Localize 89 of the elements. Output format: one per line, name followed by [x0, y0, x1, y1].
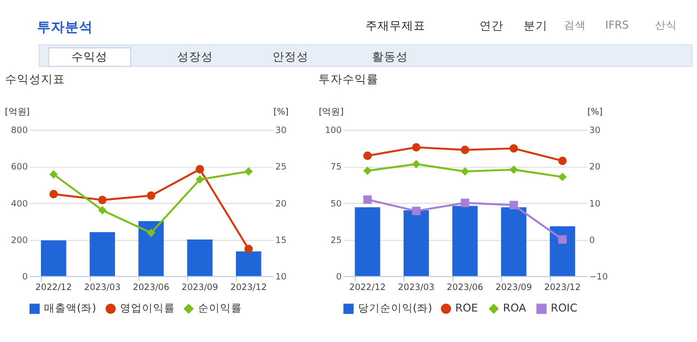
legend-label: 영업이익률	[120, 302, 175, 315]
bar	[138, 221, 164, 276]
y2-tick-label: 15	[275, 236, 287, 246]
point	[460, 198, 470, 208]
y2-tick-label: 20	[275, 199, 287, 210]
point	[412, 143, 420, 152]
x-tick-label: 2023/12	[544, 283, 581, 294]
legend-label: ROIC	[550, 302, 578, 315]
point	[244, 167, 253, 176]
bar	[40, 240, 66, 276]
legend-label: 매출액(좌)	[44, 302, 96, 315]
y2-tick-label: 30	[275, 126, 287, 136]
point	[460, 167, 470, 176]
y-tick-label: 600	[11, 162, 28, 173]
x-tick-label: 2023/06	[132, 283, 170, 294]
text: 산식	[654, 18, 677, 32]
bar	[354, 207, 380, 276]
bar	[187, 239, 213, 276]
y2-tick-label: 30	[589, 126, 600, 136]
x-tick-label: 2023/06	[446, 283, 484, 294]
point	[196, 175, 204, 184]
legend-label: 순이익률	[198, 302, 242, 315]
bar	[404, 210, 429, 276]
text: 성장성	[176, 50, 213, 64]
y-tick-label: 200	[11, 236, 28, 246]
legend-label: ROE	[455, 302, 478, 315]
text: 검색	[564, 18, 586, 32]
point	[146, 191, 156, 200]
bar	[236, 251, 262, 276]
point	[510, 200, 518, 210]
legend-label: 당기순이익(좌)	[358, 302, 432, 315]
text: 분기	[523, 18, 548, 32]
point	[98, 196, 107, 204]
text: 투자분석	[37, 19, 94, 36]
text: 수익성	[72, 50, 108, 64]
y-tick-label: 100	[324, 126, 342, 136]
text: 활동성	[372, 50, 408, 64]
y-tick-label: 25	[330, 236, 342, 246]
y2-tick-label: 20	[589, 162, 600, 173]
x-tick-label: 2022/12	[35, 283, 72, 294]
point	[510, 144, 518, 153]
point	[196, 165, 204, 174]
point	[412, 160, 420, 168]
chart-title: 투자수익률	[318, 72, 379, 86]
bar	[90, 232, 116, 276]
y2-tick-label: 10	[275, 272, 287, 282]
point	[363, 195, 372, 204]
y2-tick-label: 10	[589, 199, 600, 210]
y-tick-label: 400	[11, 199, 28, 210]
y2-tick-label: 25	[275, 162, 287, 173]
x-tick-label: 2023/03	[84, 283, 121, 294]
y-tick-label: 800	[11, 126, 28, 136]
bar	[452, 206, 478, 276]
point	[363, 152, 372, 160]
x-tick-label: 2022/12	[349, 283, 386, 294]
legend-label: ROA	[503, 302, 527, 315]
point	[146, 228, 156, 238]
bar	[501, 207, 526, 276]
text: 연간	[480, 18, 504, 32]
y2-axis-title: [%]	[587, 108, 603, 118]
point	[558, 172, 567, 182]
y-tick-label: 0	[22, 272, 28, 282]
text: IFRS	[605, 18, 630, 32]
chart-title: 수익성지표	[4, 72, 65, 86]
point	[363, 166, 372, 175]
y2-axis-title: [%]	[273, 108, 289, 118]
point	[49, 170, 58, 179]
y-tick-label: 0	[336, 272, 342, 282]
text: 주재무제표	[366, 18, 426, 32]
point	[244, 244, 253, 254]
point	[49, 190, 58, 198]
x-tick-label: 2023/09	[182, 283, 218, 294]
y2-tick-label: −10	[589, 272, 608, 282]
point	[558, 235, 567, 244]
y-tick-label: 75	[330, 162, 342, 173]
y-tick-label: 50	[330, 199, 342, 210]
point	[558, 156, 567, 166]
x-tick-label: 2023/12	[230, 283, 267, 294]
text: 안정성	[272, 50, 308, 64]
x-tick-label: 2023/09	[496, 283, 532, 294]
y-axis-title: [억원]	[318, 108, 344, 118]
x-tick-label: 2023/03	[398, 283, 434, 294]
point	[412, 206, 420, 216]
y2-tick-label: 0	[589, 236, 595, 246]
bar	[550, 226, 576, 276]
point	[510, 165, 518, 174]
point	[460, 146, 470, 154]
y-axis-title: [억원]	[4, 108, 30, 118]
point	[98, 206, 107, 214]
